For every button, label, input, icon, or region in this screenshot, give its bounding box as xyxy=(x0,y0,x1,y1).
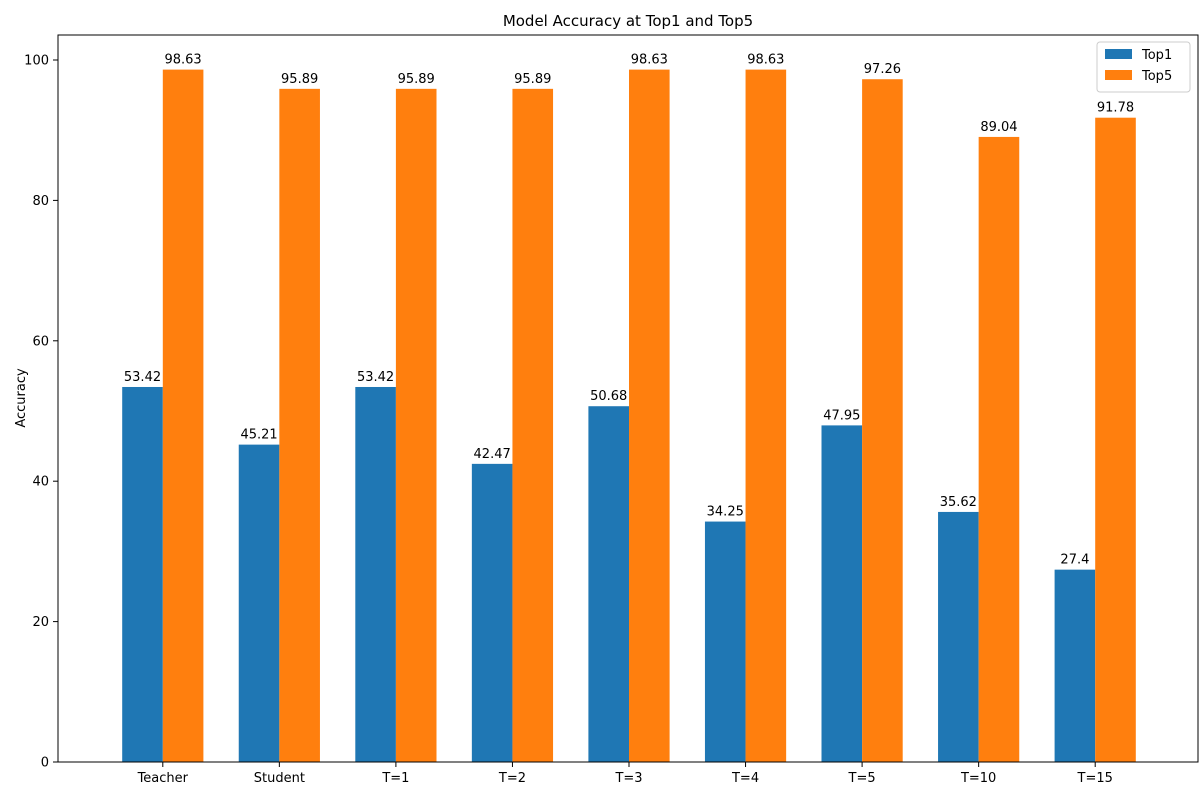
data-label-top5-t15: 91.78 xyxy=(1097,101,1134,116)
data-label-top1-t4: 34.25 xyxy=(707,505,744,520)
plot-area: 53.42 98.63 Teacher 45.21 95.89 Student 53.42 9… xyxy=(24,34,1199,786)
data-label-top5-t3: 98.63 xyxy=(631,53,668,68)
bar-top5-t10 xyxy=(978,136,1020,762)
bar-top1-teacher xyxy=(122,386,163,762)
x-tick-label: T=3 xyxy=(614,771,642,786)
y-tick-label: 60 xyxy=(32,334,49,349)
x-tick-label: Student xyxy=(254,771,305,786)
x-tick-label: T=5 xyxy=(848,771,876,786)
y-tick-label: 80 xyxy=(32,194,49,209)
bar-top1-student xyxy=(238,444,280,762)
data-label-top5-student: 95.89 xyxy=(281,72,318,87)
x-tick-label: T=15 xyxy=(1077,771,1113,786)
bar-top5-t15 xyxy=(1095,117,1136,762)
bar-top1-t4 xyxy=(704,521,746,762)
bar-top5-teacher xyxy=(162,69,204,763)
data-label-top1-t1: 53.42 xyxy=(357,370,394,385)
x-tick-label: T=2 xyxy=(498,771,526,786)
bar-top1-t15 xyxy=(1054,569,1096,762)
data-label-top5-t10: 89.04 xyxy=(980,120,1017,135)
bar-top5-t1 xyxy=(395,88,437,763)
x-tick-label: Teacher xyxy=(137,771,189,786)
axes-frame xyxy=(57,34,1199,763)
data-label-top1-t15: 27.4 xyxy=(1060,553,1089,568)
data-label-top1-teacher: 53.42 xyxy=(124,370,161,385)
data-label-top5-t1: 95.89 xyxy=(398,72,435,87)
bar-top1-t5 xyxy=(821,425,863,762)
legend-swatch-top1 xyxy=(1105,49,1132,59)
data-label-top1-t5: 47.95 xyxy=(823,408,860,423)
bar-top5-t4 xyxy=(745,69,787,763)
data-label-top1-student: 45.21 xyxy=(240,428,277,443)
legend: Top1 Top5 xyxy=(1096,41,1191,93)
bar-top1-t2 xyxy=(471,463,513,762)
y-tick-label: 100 xyxy=(24,53,49,68)
data-label-top5-t2: 95.89 xyxy=(514,72,551,87)
data-label-top1-t10: 35.62 xyxy=(940,495,977,510)
y-axis-label: Accuracy xyxy=(14,368,29,428)
y-tick-label: 0 xyxy=(41,756,49,771)
bar-top1-t1 xyxy=(355,386,396,762)
bar-top1-t10 xyxy=(938,511,979,762)
legend-label-top1: Top1 xyxy=(1141,48,1172,63)
legend-swatch-top5 xyxy=(1105,70,1132,80)
data-label-top5-t4: 98.63 xyxy=(747,53,784,68)
y-tick-label: 20 xyxy=(32,615,49,630)
bar-top5-student xyxy=(279,88,320,763)
data-label-top1-t3: 50.68 xyxy=(590,389,627,404)
bar-top5-t5 xyxy=(862,79,903,763)
y-tick-label: 40 xyxy=(32,475,49,490)
data-label-top5-teacher: 98.63 xyxy=(164,53,201,68)
bar-top1-t3 xyxy=(588,406,629,762)
bar-top5-t3 xyxy=(629,69,670,763)
data-label-top1-t2: 42.47 xyxy=(474,447,511,462)
x-tick-label: T=10 xyxy=(960,771,996,786)
data-label-top5-t5: 97.26 xyxy=(864,62,901,77)
chart-title: Model Accuracy at Top1 and Top5 xyxy=(503,12,753,30)
x-tick-label: T=1 xyxy=(381,771,409,786)
x-tick-label: T=4 xyxy=(731,771,759,786)
legend-label-top5: Top5 xyxy=(1141,69,1172,84)
bar-top5-t2 xyxy=(512,88,554,763)
